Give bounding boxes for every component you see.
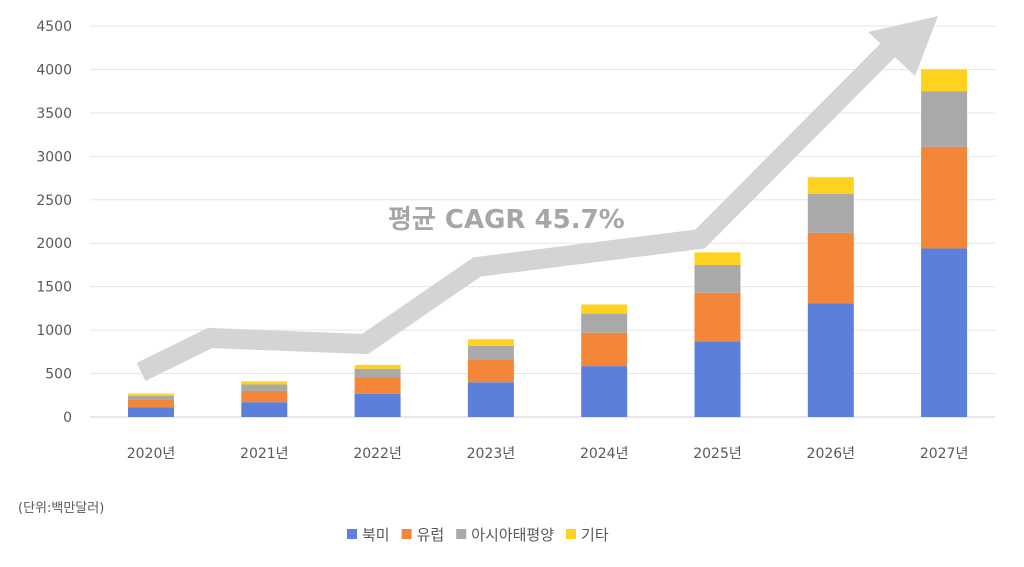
y-tick-label: 2000 [36,236,72,252]
trend-arrow-body [136,30,908,381]
x-tick-label: 2025년 [693,446,742,462]
bar-segment-1 [128,407,174,417]
x-tick-label: 2024년 [580,446,629,462]
bar-segment-4 [694,252,741,265]
bar-segment-2 [581,332,628,367]
x-tick-label: 2026년 [807,446,856,462]
y-tick-label: 1500 [36,280,72,296]
legend-label: 기타 [581,526,609,544]
bar-segment-2 [354,377,401,394]
bar-segment-1 [467,382,514,417]
x-axis-ticks: 2020년 2021년 2022년 2023년 2024년 2025년 2026년 2027년 [127,446,969,462]
bar-segment-1 [581,366,628,417]
bar-segment-1 [694,341,741,417]
bar-segment-3 [807,193,854,233]
legend-swatch [401,529,412,539]
legend-swatch [566,529,577,539]
y-tick-label: 3500 [36,106,72,122]
trend-arrow-head [868,16,938,76]
x-tick-label: 2022년 [353,446,402,462]
bar-segment-4 [921,69,968,92]
y-tick-label: 2500 [36,193,72,209]
x-tick-label: 2021년 [240,446,289,462]
legend-label: 북미 [362,526,390,544]
x-tick-label: 2023년 [467,446,516,462]
y-tick-label: 4000 [36,62,72,78]
bar-segment-4 [807,177,854,194]
bar-segment-2 [694,292,741,342]
bar-segment-1 [921,248,968,417]
trend-arrow [136,16,938,381]
y-tick-label: 4500 [36,19,72,35]
cagr-annotation: 평균 CAGR 45.7% [388,205,625,235]
bar-segment-1 [807,303,854,417]
bar-segment-4 [354,364,401,369]
x-tick-label: 2020년 [127,446,176,462]
bar-segment-2 [921,146,968,249]
bar-segment-1 [354,393,401,417]
y-axis-ticks: 0 500 1000 1500 2000 2500 3000 3500 4000 4500 [36,19,72,426]
y-tick-label: 1000 [36,323,72,339]
bar-segment-2 [128,399,174,408]
bar-segment-4 [467,339,514,346]
legend-swatch [347,529,357,539]
bar-segment-3 [467,345,514,360]
bar-segment-3 [128,395,174,400]
legend: 북미 유럽 아시아태평양 기타 [347,526,609,544]
bar-segment-4 [241,381,288,385]
bar-segment-3 [694,264,741,293]
bar-segment-3 [921,91,968,147]
bar-segment-2 [467,359,514,383]
legend-swatch [456,529,467,539]
bar-segment-3 [241,384,288,391]
bar-segment-3 [354,368,401,378]
y-tick-label: 0 [63,410,72,426]
bar-segment-2 [241,390,288,403]
y-tick-label: 500 [45,367,72,383]
x-tick-label: 2027년 [920,446,969,462]
bar-segment-4 [581,304,628,314]
legend-label: 아시아태평양 [471,526,554,544]
bar-segment-4 [128,393,174,396]
bar-segment-3 [581,313,628,333]
y-tick-label: 3000 [36,149,72,165]
unit-note: (단위:백만달러) [18,501,104,516]
bar-series [128,69,968,417]
bar-segment-1 [241,402,288,417]
bar-segment-2 [807,232,854,304]
legend-label: 유럽 [417,526,445,544]
